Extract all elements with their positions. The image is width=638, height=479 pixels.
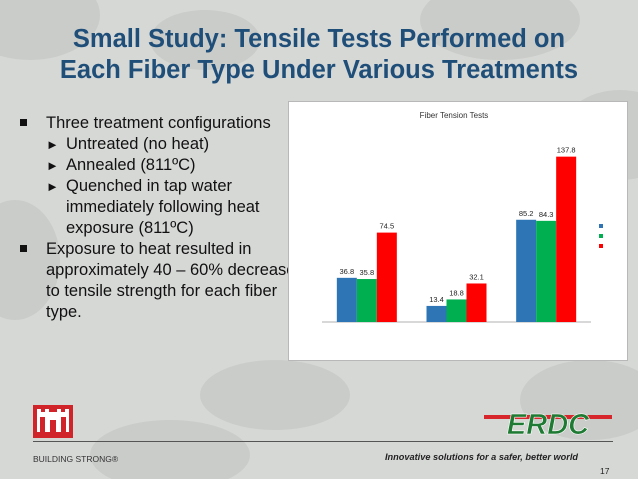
chart-bar (376, 232, 397, 322)
svg-text:ERDC: ERDC (507, 409, 590, 439)
title-line-1: Small Study: Tensile Tests Performed on (72, 25, 566, 53)
triangle-bullet-icon: ► (46, 158, 59, 173)
chart-bar (426, 305, 447, 322)
triangle-bullet-icon: ► (46, 137, 59, 152)
slide-title: Small Study: Tensile Tests Performed on … (0, 24, 638, 86)
bar-data-label: 13.4 (429, 295, 444, 304)
plot-area: 36.8 35.8 74.5 13.4 18.8 32.1 85.2 84.3 137.8 (322, 146, 591, 323)
chart-legend (599, 224, 603, 248)
building-strong-label: BUILDING STRONG® (33, 454, 118, 464)
chart-title: Fiber Tension Tests (420, 111, 489, 120)
footer-divider (33, 441, 613, 442)
chart-panel: Fiber Tension Tests 36.8 35.8 74.5 13.4 18.8… (288, 101, 628, 361)
legend-swatch (599, 224, 603, 228)
title-line-2: Each Fiber Type Under Various Treatments (59, 56, 579, 84)
page-number: 17 (600, 466, 610, 476)
sub-bullet-item: ► Annealed (811ºC) (16, 155, 298, 176)
bullet-item: Three treatment configurations (16, 113, 298, 134)
sub-bullet-text: Untreated (no heat) (66, 135, 210, 153)
usace-castle-logo (33, 405, 73, 438)
square-bullet-icon (20, 119, 27, 126)
bar-data-label: 32.1 (469, 272, 484, 281)
chart-bar (516, 219, 537, 322)
bullet-text: Exposure to heat resulted in approximate… (46, 240, 296, 321)
bar-data-label: 74.5 (380, 222, 395, 231)
legend-swatch (599, 234, 603, 238)
chart-bar (536, 220, 557, 322)
bar-chart: Fiber Tension Tests 36.8 35.8 74.5 13.4 18.8… (322, 111, 603, 323)
tagline: Innovative solutions for a safer, better… (385, 452, 578, 462)
sub-bullet-text: Annealed (811ºC) (66, 156, 196, 174)
bar-data-label: 137.8 (557, 146, 576, 155)
chart-bar (466, 283, 487, 322)
bar-data-label: 18.8 (449, 288, 464, 297)
bar-data-label: 36.8 (340, 267, 355, 276)
bar-data-label: 84.3 (539, 210, 554, 219)
chart-bar (336, 277, 357, 322)
erdc-logo: ERDC (484, 405, 612, 441)
legend-swatch (599, 244, 603, 248)
bar-data-label: 85.2 (519, 209, 534, 218)
registered-mark: ® (111, 454, 119, 464)
chart-bar (446, 299, 467, 322)
chart-bar (356, 279, 377, 322)
square-bullet-icon (20, 245, 27, 252)
bullet-item: Exposure to heat resulted in approximate… (16, 239, 298, 323)
bullet-list: Three treatment configurations ► Untreat… (16, 113, 298, 323)
bar-data-label: 35.8 (360, 268, 375, 277)
bullet-text: Three treatment configurations (46, 114, 271, 132)
chart-bar (556, 156, 577, 322)
sub-bullet-item: ► Untreated (no heat) (16, 134, 298, 155)
sub-bullet-text: Quenched in tap water immediately follow… (66, 177, 260, 237)
triangle-bullet-icon: ► (46, 179, 59, 194)
sub-bullet-item: ► Quenched in tap water immediately foll… (16, 176, 298, 239)
building-strong-text: BUILDING STRONG (33, 454, 112, 464)
